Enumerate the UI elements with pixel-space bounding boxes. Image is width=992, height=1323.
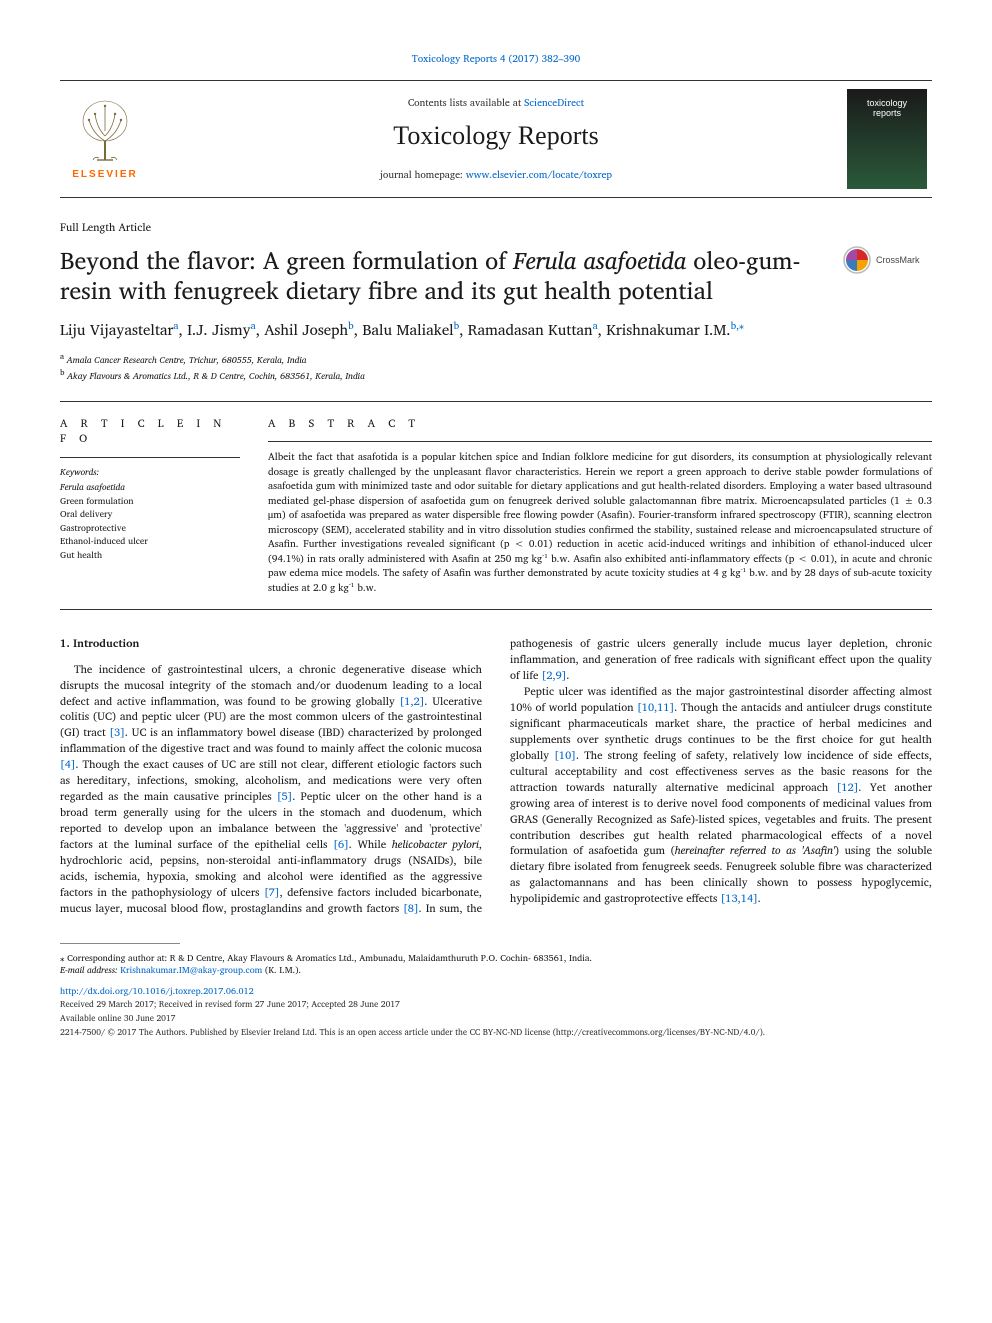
corr-email-link[interactable]: Krishnakumar.IM@akay-group.com: [120, 962, 262, 977]
crossmark-badge[interactable]: CrossMark: [842, 245, 932, 275]
elsevier-tree-icon: [75, 96, 135, 166]
article-type: Full Length Article: [60, 220, 932, 235]
author-4: Balu Maliakel: [362, 317, 453, 342]
sciencedirect-link[interactable]: ScienceDirect: [524, 95, 584, 111]
author-2: I.J. Jismy: [187, 317, 251, 342]
article-info-column: A R T I C L E I N F O Keywords: Ferula a…: [60, 416, 240, 595]
author-3: Ashil Joseph: [264, 317, 348, 342]
affiliation-a-text: Amala Cancer Research Centre, Trichur, 6…: [67, 352, 307, 367]
journal-cover: toxicology reports: [842, 89, 932, 189]
body-text: 1. Introduction The incidence of gastroi…: [60, 636, 932, 916]
doi-link[interactable]: http://dx.doi.org/10.1016/j.toxrep.2017.…: [60, 985, 932, 998]
divider: [60, 609, 932, 610]
divider: [268, 441, 932, 442]
keyword: Ferula asafoetida: [60, 480, 240, 494]
author-6: Krishnakumar I.M.: [606, 317, 730, 342]
cover-text-2: reports: [873, 109, 901, 119]
copyright: 2214-7500/ © 2017 The Authors. Published…: [60, 1027, 932, 1039]
author-3-affil[interactable]: b: [348, 318, 354, 334]
email-label: E-mail address:: [60, 962, 120, 977]
crossmark-icon: [842, 245, 872, 275]
author-5: Ramadasan Kuttan: [468, 317, 593, 342]
keywords-label: Keywords:: [60, 466, 240, 479]
author-6-corr[interactable]: ⁎: [739, 318, 744, 334]
paragraph: Peptic ulcer was identified as the major…: [510, 684, 932, 907]
article-dates: Received 29 March 2017; Received in revi…: [60, 999, 932, 1011]
masthead-center: Contents lists available at ScienceDirec…: [162, 96, 830, 182]
publisher-name: ELSEVIER: [72, 168, 137, 182]
keyword: Oral delivery: [60, 507, 240, 521]
abstract-header: A B S T R A C T: [268, 416, 932, 431]
keyword: Gastroprotective: [60, 521, 240, 535]
affiliation-b: b Akay Flavours & Aromatics Ltd., R & D …: [60, 366, 932, 383]
online-date: Available online 30 June 2017: [60, 1013, 932, 1025]
article-title: Beyond the flavor: A green formulation o…: [60, 245, 826, 305]
citation-link[interactable]: [8]: [403, 899, 419, 917]
author-4-affil[interactable]: b: [454, 318, 460, 334]
abstract-text: Albeit the fact that asafotida is a popu…: [268, 450, 932, 595]
homepage-link[interactable]: www.elsevier.com/locate/toxrep: [466, 167, 612, 183]
divider: [60, 401, 932, 402]
publisher-logo: ELSEVIER: [60, 96, 150, 182]
journal-title: Toxicology Reports: [162, 118, 830, 154]
email-suffix: (K. I.M.).: [262, 962, 301, 977]
masthead: ELSEVIER Contents lists available at Sci…: [60, 80, 932, 198]
divider: [60, 457, 240, 458]
author-1-affil[interactable]: a: [173, 318, 178, 334]
affiliation-b-text: Akay Flavours & Aromatics Ltd., R & D Ce…: [67, 368, 365, 383]
abstract-column: A B S T R A C T Albeit the fact that asa…: [268, 416, 932, 595]
contents-prefix: Contents lists available at: [408, 95, 524, 111]
crossmark-label: CrossMark: [876, 254, 920, 267]
authors: Liju Vijayasteltara, I.J. Jismya, Ashil …: [60, 319, 932, 342]
author-6-affil[interactable]: b,: [731, 318, 739, 334]
contents-line: Contents lists available at ScienceDirec…: [162, 96, 830, 110]
article-info-header: A R T I C L E I N F O: [60, 416, 240, 447]
author-1: Liju Vijayasteltar: [60, 317, 173, 342]
affiliation-a: a Amala Cancer Research Centre, Trichur,…: [60, 350, 932, 367]
author-2-affil[interactable]: a: [251, 318, 256, 334]
running-header: Toxicology Reports 4 (2017) 382–390: [60, 52, 932, 66]
body-text-span: .: [758, 889, 761, 907]
author-5-affil[interactable]: a: [593, 318, 598, 334]
corresponding-author: ⁎ Corresponding author at: R & D Centre,…: [60, 952, 932, 977]
keyword: Green formulation: [60, 494, 240, 508]
homepage-prefix: journal homepage:: [380, 167, 466, 183]
section-heading: 1. Introduction: [60, 636, 482, 651]
footnote-divider: [60, 943, 180, 944]
keyword: Gut health: [60, 548, 240, 562]
homepage-line: journal homepage: www.elsevier.com/locat…: [162, 168, 830, 182]
keyword: Ethanol-induced ulcer: [60, 534, 240, 548]
affiliations: a Amala Cancer Research Centre, Trichur,…: [60, 350, 932, 383]
citation-link[interactable]: [13,14]: [721, 889, 758, 907]
